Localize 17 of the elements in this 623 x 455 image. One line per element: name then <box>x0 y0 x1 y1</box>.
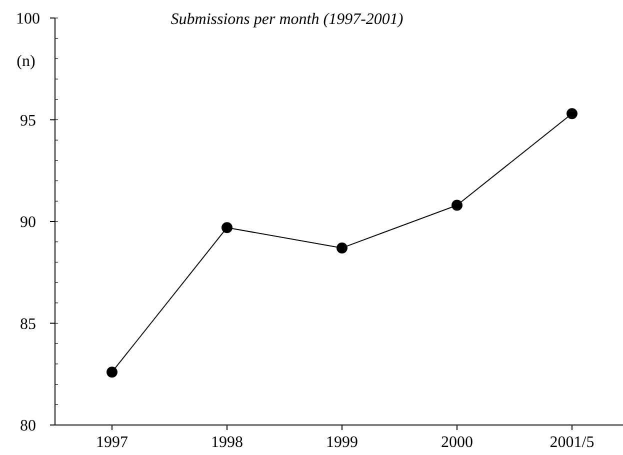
x-tick-label: 2001/5 <box>550 434 594 451</box>
x-tick-label: 2000 <box>441 434 473 451</box>
y-tick-label: 80 <box>20 418 36 435</box>
y-tick-label: 90 <box>20 214 36 232</box>
chart-title: Submissions per month (1997-2001) <box>170 11 404 28</box>
y-tick-label: 100 <box>16 10 40 28</box>
y-axis-title: (n) <box>16 53 36 70</box>
point <box>452 200 462 211</box>
point <box>106 366 118 378</box>
point <box>222 222 232 234</box>
y-tick-label: 95 <box>20 112 36 130</box>
x-tick-label: 1997 <box>96 434 128 451</box>
x-tick-label: 1998 <box>211 434 243 451</box>
point <box>336 242 348 254</box>
y-tick-label: 85 <box>20 316 36 333</box>
point <box>566 108 578 120</box>
x-tick-label: 1999 <box>326 434 358 451</box>
